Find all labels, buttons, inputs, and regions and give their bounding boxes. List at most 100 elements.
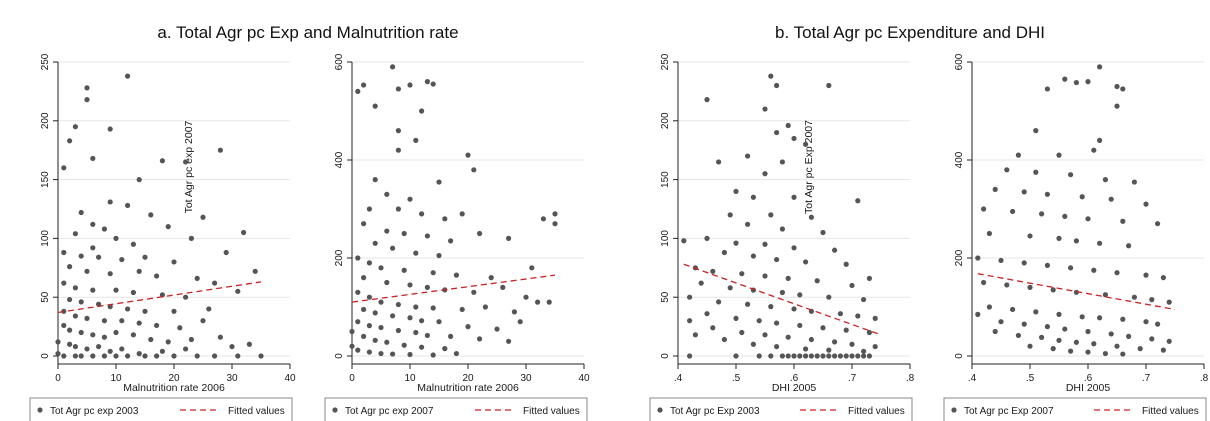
scatter-point: [171, 353, 177, 359]
scatter-point: [1027, 284, 1033, 290]
scatter-point: [849, 282, 855, 289]
scatter-point: [361, 221, 367, 227]
chart-panel-0: 0 50 100 150 200 250 0 10 20 30 40 Malnutrition rat…: [29, 53, 296, 421]
scatter-point: [113, 329, 119, 336]
scatter-point: [727, 285, 733, 291]
scatter-point: [1027, 233, 1033, 239]
scatter-point: [366, 260, 372, 266]
scatter-point: [494, 326, 500, 332]
scatter-point: [101, 334, 107, 340]
scatter-point: [1097, 315, 1103, 321]
scatter-point: [1091, 267, 1097, 273]
scatter-point: [681, 238, 687, 244]
legend-box: [943, 397, 1207, 421]
scatter-point: [165, 339, 171, 345]
scatter-point: [154, 322, 160, 329]
scatter-point: [395, 147, 401, 153]
y-tick-label: 150: [40, 171, 51, 188]
legend-marker-icon: [657, 407, 663, 413]
scatter-point: [395, 86, 401, 92]
scatter-point: [355, 289, 361, 295]
scatter-point: [61, 353, 67, 359]
scatter-point: [529, 265, 535, 271]
scatter-point: [252, 268, 258, 274]
scatter-point: [506, 235, 512, 241]
scatter-point: [72, 343, 78, 350]
scatter-point: [148, 336, 154, 343]
scatter-point: [762, 106, 768, 112]
scatter-point: [1155, 321, 1161, 327]
scatter-point: [791, 353, 797, 359]
scatter-point: [90, 353, 96, 359]
legend-label-scatter: Tot Agr pc exp 2007: [345, 406, 434, 417]
legend-label-fitted: Fitted values: [228, 406, 285, 417]
scatter-point: [90, 221, 96, 227]
scatter-point: [448, 333, 454, 339]
scatter-point: [981, 279, 987, 286]
scatter-point: [803, 259, 809, 265]
scatter-point: [235, 288, 241, 294]
scatter-point: [1091, 341, 1097, 347]
y-tick-label: 200: [660, 112, 671, 129]
scatter-point: [407, 351, 413, 358]
scatter-point: [130, 289, 136, 296]
scatter-point: [1021, 189, 1027, 195]
scatter-point: [797, 292, 803, 298]
scatter-point: [390, 313, 396, 319]
scatter-point: [378, 350, 384, 357]
scatter-point: [395, 301, 401, 308]
scatter-point: [188, 336, 194, 343]
scatter-point: [453, 350, 459, 357]
scatter-point: [96, 254, 102, 260]
scatter-point: [424, 79, 430, 85]
y-tick-label: 400: [954, 151, 965, 168]
scatter-point: [986, 230, 993, 237]
scatter-point: [384, 279, 390, 286]
scatter-point: [785, 353, 791, 359]
scatter-point: [1102, 177, 1108, 183]
scatter-point: [1068, 172, 1074, 178]
scatter-point: [1056, 235, 1062, 241]
scatter-point: [992, 186, 998, 192]
scatter-point: [84, 346, 90, 352]
scatter-point: [1131, 179, 1137, 185]
scatter-point: [90, 287, 96, 293]
scatter-point: [1033, 128, 1039, 134]
scatter-point: [113, 287, 119, 293]
scatter-point: [384, 339, 390, 345]
scatter-point: [1160, 275, 1166, 281]
scatter-point: [1120, 86, 1126, 92]
fitted-line: [683, 263, 882, 336]
scatter-point: [125, 73, 131, 79]
scatter-point: [986, 304, 993, 310]
y-tick-label: 200: [954, 249, 965, 266]
scatter-point: [424, 233, 430, 239]
scatter-point: [67, 264, 73, 270]
y-tick-label: 200: [40, 112, 51, 129]
scatter-point: [975, 311, 981, 317]
scatter-point: [407, 196, 413, 202]
scatter-point: [430, 81, 436, 87]
scatter-point: [1015, 152, 1022, 158]
scatter-point: [517, 319, 523, 325]
chart-panel-1: 0 200 400 600 0 10 20 30 40 Malnutrition rate 200…: [324, 53, 590, 421]
scatter-point: [861, 348, 867, 354]
scatter-point: [125, 306, 131, 312]
scatter-point: [1027, 343, 1033, 349]
y-tick-label: 100: [660, 230, 671, 247]
scatter-point: [774, 320, 780, 326]
legend-label-scatter: Tot Agr pc Exp 2007: [964, 406, 1054, 417]
scatter-point: [768, 353, 774, 359]
x-axis-title: DHI 2005: [1066, 382, 1111, 394]
y-tick-label: 150: [660, 171, 671, 188]
scatter-point: [407, 82, 413, 88]
scatter-point: [1131, 294, 1137, 300]
scatter-point: [843, 353, 849, 359]
scatter-point: [407, 282, 413, 288]
scatter-point: [55, 351, 61, 357]
scatter-point: [125, 353, 131, 359]
scatter-point: [1021, 260, 1027, 266]
scatter-point: [1114, 270, 1120, 276]
scatter-point: [442, 346, 448, 352]
scatter-point: [136, 351, 142, 357]
